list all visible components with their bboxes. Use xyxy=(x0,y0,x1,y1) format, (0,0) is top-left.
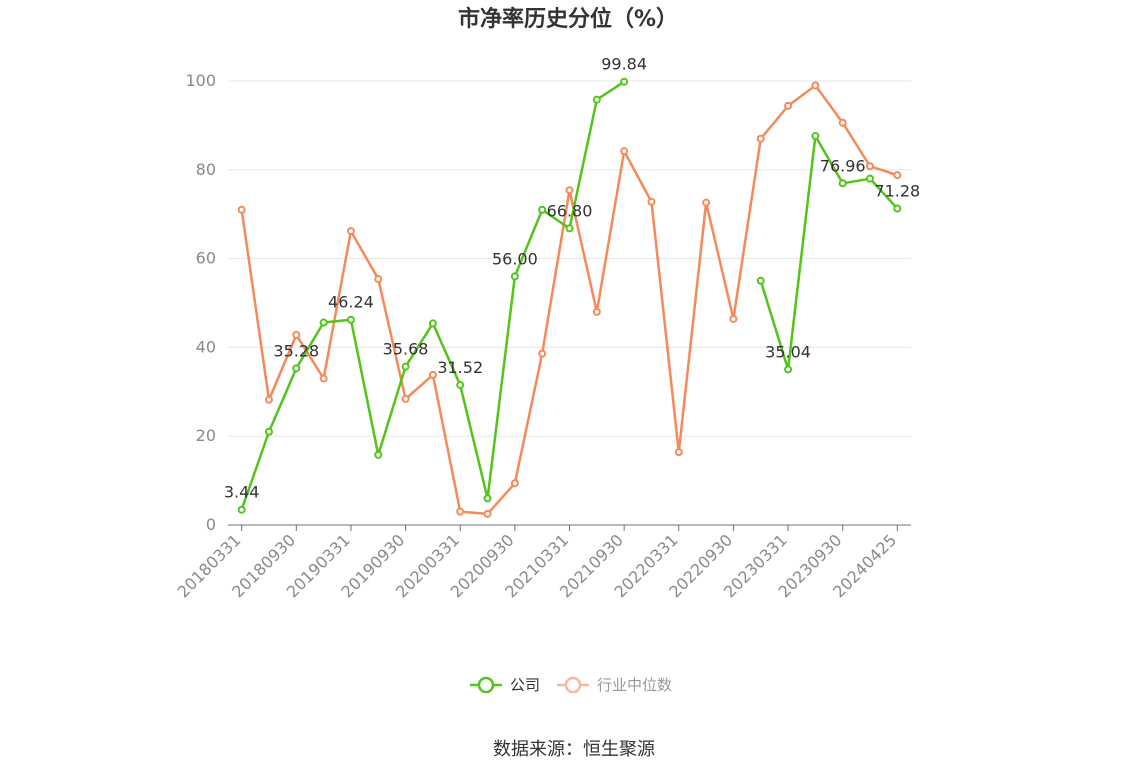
data-label: 99.84 xyxy=(601,55,647,74)
data-label: 56.00 xyxy=(492,249,538,268)
legend-item-公司[interactable]: 公司 xyxy=(470,676,540,694)
data-label: 66.80 xyxy=(547,201,593,220)
y-tick-label: 60 xyxy=(196,249,216,268)
data-point[interactable] xyxy=(401,394,410,403)
data-point[interactable] xyxy=(756,134,765,143)
data-point[interactable] xyxy=(811,81,820,90)
data-point[interactable] xyxy=(237,505,246,514)
data-label: 31.52 xyxy=(437,358,483,377)
data-label: 35.04 xyxy=(765,342,811,361)
data-label: 3.44 xyxy=(224,483,260,502)
data-point[interactable] xyxy=(756,276,765,285)
data-point[interactable] xyxy=(483,509,492,518)
data-point[interactable] xyxy=(592,307,601,316)
data-point[interactable] xyxy=(838,179,847,188)
data-point[interactable] xyxy=(401,362,410,371)
data-point[interactable] xyxy=(592,95,601,104)
data-point[interactable] xyxy=(428,370,437,379)
data-point[interactable] xyxy=(237,205,246,214)
data-point[interactable] xyxy=(319,374,328,383)
data-point[interactable] xyxy=(565,186,574,195)
data-point[interactable] xyxy=(374,450,383,459)
legend-marker-icon xyxy=(564,676,582,694)
data-point[interactable] xyxy=(674,448,683,457)
data-point[interactable] xyxy=(346,227,355,236)
data-point[interactable] xyxy=(784,101,793,110)
data-source-note: 数据来源：恒生聚源 xyxy=(493,739,655,760)
legend-label: 公司 xyxy=(510,676,540,694)
data-label: 76.96 xyxy=(820,156,866,175)
y-tick-label: 80 xyxy=(196,160,216,179)
data-point[interactable] xyxy=(538,349,547,358)
data-label: 46.24 xyxy=(328,293,374,312)
data-point[interactable] xyxy=(620,77,629,86)
data-point[interactable] xyxy=(292,364,301,373)
data-label: 35.68 xyxy=(383,340,429,359)
data-point[interactable] xyxy=(456,507,465,516)
data-point[interactable] xyxy=(620,147,629,156)
data-point[interactable] xyxy=(428,319,437,328)
series-行业中位数 xyxy=(237,81,902,518)
data-point[interactable] xyxy=(565,224,574,233)
data-point[interactable] xyxy=(702,198,711,207)
y-tick-label: 0 xyxy=(206,515,216,534)
series-line xyxy=(240,80,625,511)
legend-label: 行业中位数 xyxy=(597,676,672,694)
data-point[interactable] xyxy=(866,162,875,171)
data-point[interactable] xyxy=(838,118,847,127)
series-line xyxy=(759,134,899,371)
data-labels: 3.44 35.28 46.24 35.68 31.52 56.00 66.80 99.84 3… xyxy=(224,55,920,502)
y-axis: 0 20 40 60 80 100 xyxy=(185,71,216,534)
data-point[interactable] xyxy=(510,272,519,281)
data-point[interactable] xyxy=(292,330,301,339)
y-tick-label: 100 xyxy=(185,71,216,90)
data-point[interactable] xyxy=(374,275,383,284)
data-point[interactable] xyxy=(866,174,875,183)
data-point[interactable] xyxy=(456,381,465,390)
data-point[interactable] xyxy=(483,494,492,503)
data-label: 71.28 xyxy=(874,182,920,201)
data-point[interactable] xyxy=(784,365,793,374)
y-tick-label: 40 xyxy=(196,337,216,356)
data-label: 35.28 xyxy=(273,341,319,360)
series-layer xyxy=(237,77,902,518)
y-tick-label: 20 xyxy=(196,426,216,445)
data-point[interactable] xyxy=(647,197,656,206)
grid-lines xyxy=(228,80,911,437)
data-point[interactable] xyxy=(510,479,519,488)
data-point[interactable] xyxy=(346,315,355,324)
chart-title: 市净率历史分位（%） xyxy=(458,6,678,32)
legend[interactable]: 公司 行业中位数 xyxy=(470,676,672,694)
data-point[interactable] xyxy=(319,318,328,327)
data-point[interactable] xyxy=(893,171,902,180)
data-point[interactable] xyxy=(729,314,738,323)
x-axis: 2018033120180930201903312019093020200331… xyxy=(173,524,911,601)
data-point[interactable] xyxy=(538,205,547,214)
data-point[interactable] xyxy=(811,132,820,141)
series-公司 xyxy=(237,77,902,514)
data-point[interactable] xyxy=(893,204,902,213)
legend-marker-icon xyxy=(477,676,495,694)
data-point[interactable] xyxy=(264,395,273,404)
data-point[interactable] xyxy=(264,427,273,436)
legend-item-行业中位数[interactable]: 行业中位数 xyxy=(557,676,672,694)
